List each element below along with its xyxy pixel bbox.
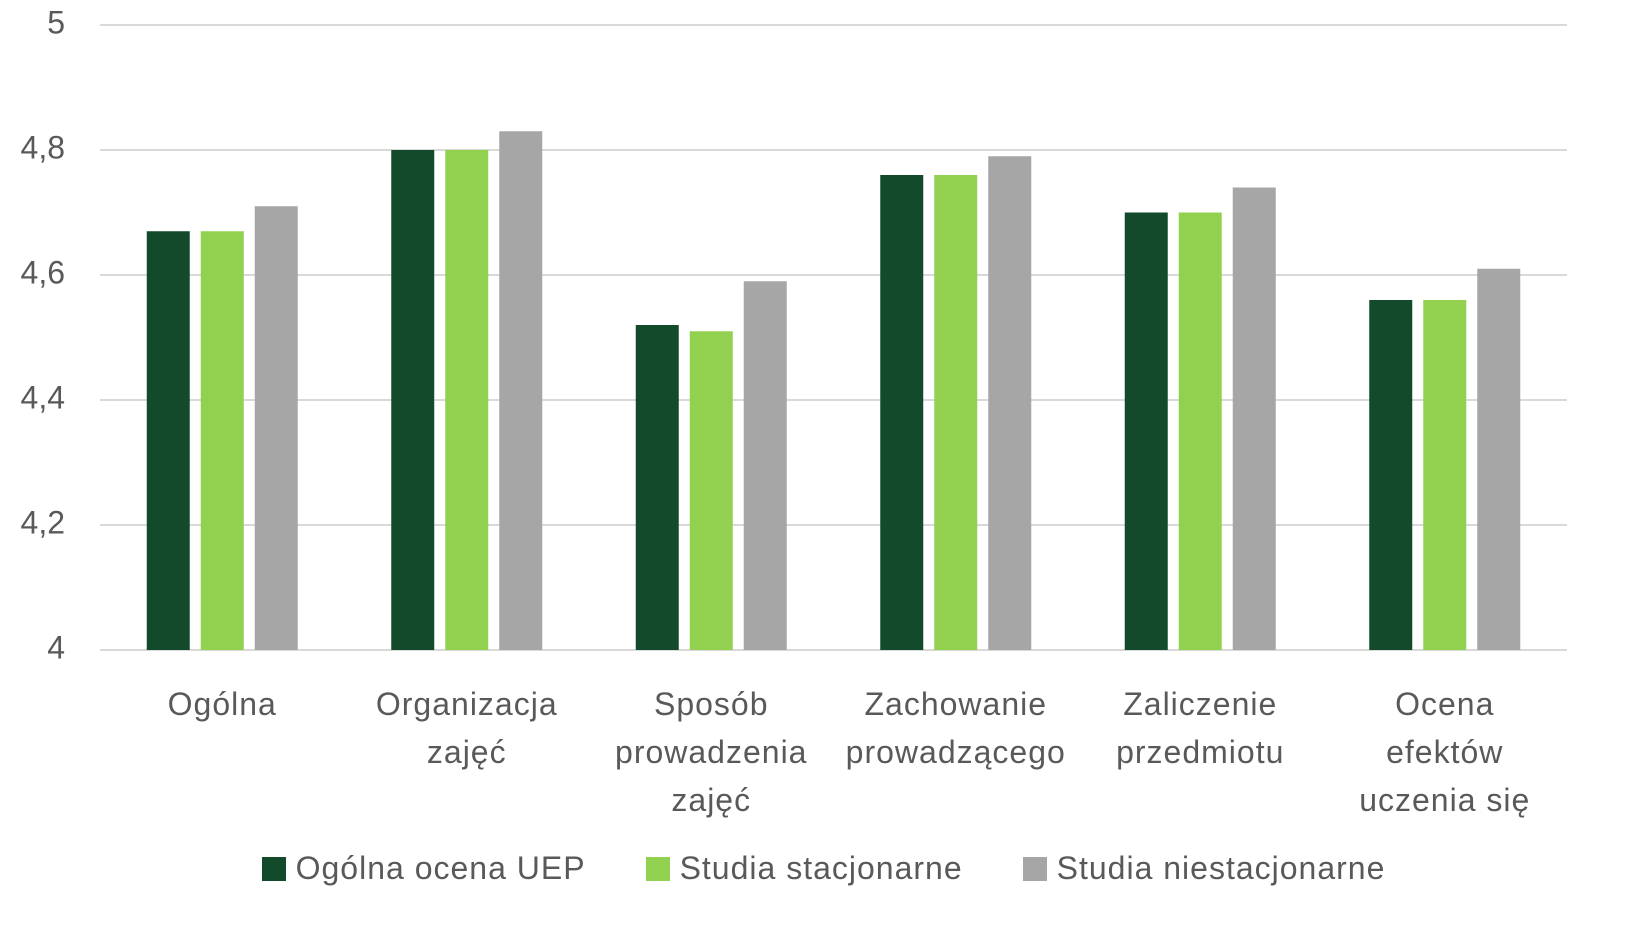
bar bbox=[445, 150, 489, 650]
x-tick-label: Zachowanie prowadzącego bbox=[845, 686, 1066, 770]
legend: Ogólna ocena UEP Studia stacjonarne Studia… bbox=[0, 850, 1647, 887]
legend-swatch bbox=[1022, 856, 1047, 881]
bar bbox=[1369, 300, 1413, 650]
bar bbox=[1232, 187, 1276, 650]
bar bbox=[254, 206, 298, 650]
legend-item: Studia niestacjonarne bbox=[1022, 850, 1386, 887]
y-tick-label: 4,6 bbox=[21, 254, 65, 290]
bar bbox=[1124, 212, 1168, 650]
bar bbox=[689, 331, 733, 650]
legend-item: Ogólna ocena UEP bbox=[261, 850, 586, 887]
bar bbox=[391, 150, 435, 650]
x-tick-label: Zaliczenie przedmiotu bbox=[1116, 686, 1285, 770]
legend-swatch bbox=[645, 856, 670, 881]
x-tick-label: Ocena efektów uczenia się bbox=[1359, 686, 1531, 818]
bar bbox=[1477, 268, 1521, 650]
bar bbox=[743, 281, 787, 650]
bar bbox=[499, 131, 543, 650]
legend-label: Studia niestacjonarne bbox=[1056, 850, 1386, 886]
x-tick-label: Organizacja zajęć bbox=[375, 686, 558, 770]
y-tick-label: 5 bbox=[47, 4, 65, 40]
x-tick-label: Ogólna bbox=[167, 686, 277, 722]
legend-label: Ogólna ocena UEP bbox=[295, 850, 586, 886]
y-tick-label: 4 bbox=[47, 629, 65, 665]
bar bbox=[146, 231, 190, 650]
bar bbox=[880, 175, 924, 650]
y-tick-label: 4,4 bbox=[21, 379, 65, 415]
bar bbox=[934, 175, 978, 650]
bar bbox=[988, 156, 1032, 650]
y-tick-label: 4,8 bbox=[21, 129, 65, 165]
x-tick-label: Sposób prowadzenia zajęć bbox=[615, 686, 808, 818]
bar bbox=[1178, 212, 1222, 650]
legend-item: Studia stacjonarne bbox=[645, 850, 963, 887]
bar bbox=[1423, 300, 1467, 650]
legend-label: Studia stacjonarne bbox=[679, 850, 963, 886]
legend-swatch bbox=[261, 856, 286, 881]
bar bbox=[200, 231, 244, 650]
bar bbox=[635, 325, 679, 650]
y-tick-label: 4,2 bbox=[21, 504, 65, 540]
